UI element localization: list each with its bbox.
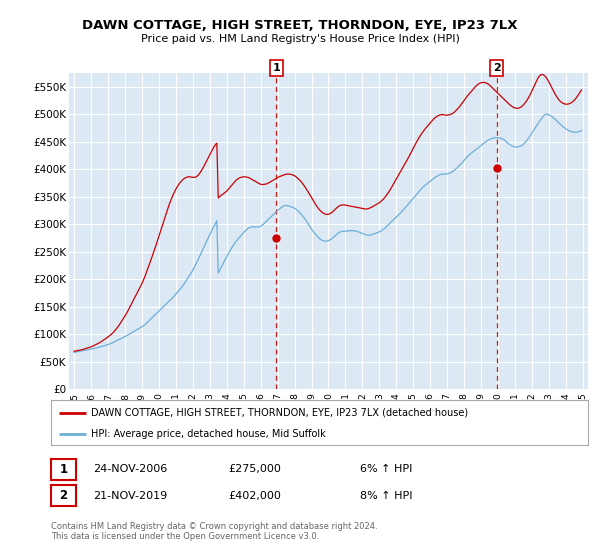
- Text: 2: 2: [493, 63, 500, 73]
- Text: £402,000: £402,000: [228, 491, 281, 501]
- Text: £275,000: £275,000: [228, 464, 281, 474]
- Text: 8% ↑ HPI: 8% ↑ HPI: [360, 491, 413, 501]
- Text: 2: 2: [59, 489, 68, 502]
- Text: Contains HM Land Registry data © Crown copyright and database right 2024.
This d: Contains HM Land Registry data © Crown c…: [51, 522, 377, 542]
- Text: Price paid vs. HM Land Registry's House Price Index (HPI): Price paid vs. HM Land Registry's House …: [140, 34, 460, 44]
- Text: 1: 1: [272, 63, 280, 73]
- Text: HPI: Average price, detached house, Mid Suffolk: HPI: Average price, detached house, Mid …: [91, 429, 326, 439]
- Text: 6% ↑ HPI: 6% ↑ HPI: [360, 464, 412, 474]
- Text: DAWN COTTAGE, HIGH STREET, THORNDON, EYE, IP23 7LX (detached house): DAWN COTTAGE, HIGH STREET, THORNDON, EYE…: [91, 408, 469, 418]
- Text: 24-NOV-2006: 24-NOV-2006: [93, 464, 167, 474]
- Text: 1: 1: [59, 463, 68, 476]
- Text: 21-NOV-2019: 21-NOV-2019: [93, 491, 167, 501]
- Text: DAWN COTTAGE, HIGH STREET, THORNDON, EYE, IP23 7LX: DAWN COTTAGE, HIGH STREET, THORNDON, EYE…: [82, 18, 518, 32]
